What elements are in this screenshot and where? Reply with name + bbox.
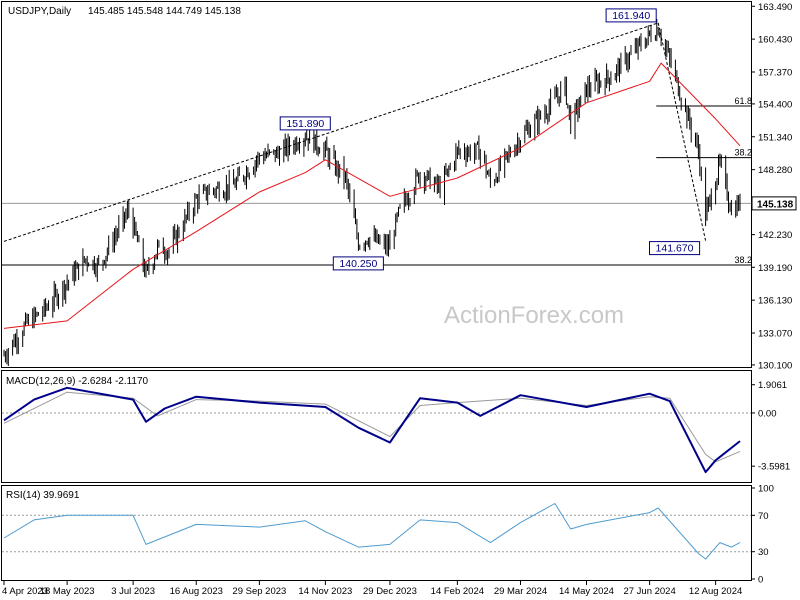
price-level-label: 151.890 xyxy=(286,118,324,130)
annotation-layer: 151.890 140.250 161.940 141.670 61.8 38.2 38.2 xyxy=(279,8,752,271)
macd-panel-frame xyxy=(1,370,752,483)
sma-line xyxy=(3,62,741,329)
price-level-box xyxy=(332,256,384,271)
fib-label: 38.2 xyxy=(734,148,752,158)
price-level-box xyxy=(649,241,701,256)
x-axis-tick-label: 4 Apr 2023 xyxy=(2,586,48,597)
x-axis-tick-label: 29 Dec 2023 xyxy=(363,586,417,597)
price-level-label: 140.250 xyxy=(339,258,377,270)
x-axis-tick-label: 29 Mar 2024 xyxy=(494,586,547,597)
price-axis-tick-label: 163.490 xyxy=(758,2,792,13)
price-axis-tick-label: 157.370 xyxy=(758,67,792,78)
price-axis-tick-label: 136.130 xyxy=(758,296,792,307)
price-axis-tick-label: 139.190 xyxy=(758,263,792,274)
price-level-box xyxy=(605,8,657,23)
macd-title: MACD(12,26,9) -2.6284 -2.1170 xyxy=(6,376,149,387)
x-axis-tick-label: 29 Sep 2023 xyxy=(232,586,286,597)
fib-label: 38.2 xyxy=(734,255,752,265)
macd-series-layer xyxy=(2,386,751,474)
current-price-label: 145.138 xyxy=(757,199,794,210)
price-level-box xyxy=(279,116,331,131)
macd-axis-tick-label: 0.00 xyxy=(758,408,777,419)
rsi-axis-tick-label: 30 xyxy=(758,547,769,558)
macd-axis-tick-label: -3.5981 xyxy=(758,462,790,473)
rsi-panel-frame xyxy=(1,485,752,581)
macd-signal-line xyxy=(3,391,741,463)
fib-label: 61.8 xyxy=(734,96,752,106)
rsi-title: RSI(14) 39.9691 xyxy=(6,490,80,501)
price-panel-frame xyxy=(1,1,752,368)
retrace-line xyxy=(657,22,707,241)
x-axis-tick-label: 12 Aug 2024 xyxy=(689,586,742,597)
x-axis-tick-label: 14 Nov 2023 xyxy=(298,586,352,597)
rsi-line xyxy=(3,503,741,560)
chart-symbol: USDJPY,Daily xyxy=(8,6,71,17)
rsi-axis-tick-label: 0 xyxy=(758,575,763,586)
price-axis-tick-label: 142.230 xyxy=(758,230,792,241)
current-price-tag xyxy=(751,196,797,211)
x-axis-tick-label: 18 May 2023 xyxy=(40,586,95,597)
chart-ohlc: 145.485 145.548 144.749 145.138 xyxy=(88,6,241,17)
x-axis-tick-label: 3 Jul 2023 xyxy=(111,586,155,597)
x-axis-tick-label: 14 May 2024 xyxy=(559,586,614,597)
price-series-layer xyxy=(2,19,751,366)
price-axis-tick-label: 148.280 xyxy=(758,165,792,176)
x-axis-tick-label: 27 Jun 2024 xyxy=(623,586,675,597)
price-axis-tick-label: 160.430 xyxy=(758,35,792,46)
watermark-text: ActionForex.com xyxy=(444,302,624,329)
price-axis-tick-label: 151.340 xyxy=(758,132,792,143)
price-level-label: 161.940 xyxy=(612,10,650,22)
rsi-series-layer xyxy=(2,503,751,560)
price-level-label: 141.670 xyxy=(656,243,694,255)
price-axis-tick-label: 154.400 xyxy=(758,99,792,110)
x-axis-tick-label: 14 Feb 2024 xyxy=(431,586,484,597)
rsi-axis-tick-label: 70 xyxy=(758,511,769,522)
x-axis-tick-label: 16 Aug 2023 xyxy=(170,586,223,597)
price-axis-tick-label: 130.100 xyxy=(758,360,792,371)
rsi-axis-tick-label: 100 xyxy=(758,484,774,495)
macd-line xyxy=(3,386,741,474)
price-axis-tick-label: 133.070 xyxy=(758,329,792,340)
macd-axis-tick-label: 1.9061 xyxy=(758,380,787,391)
